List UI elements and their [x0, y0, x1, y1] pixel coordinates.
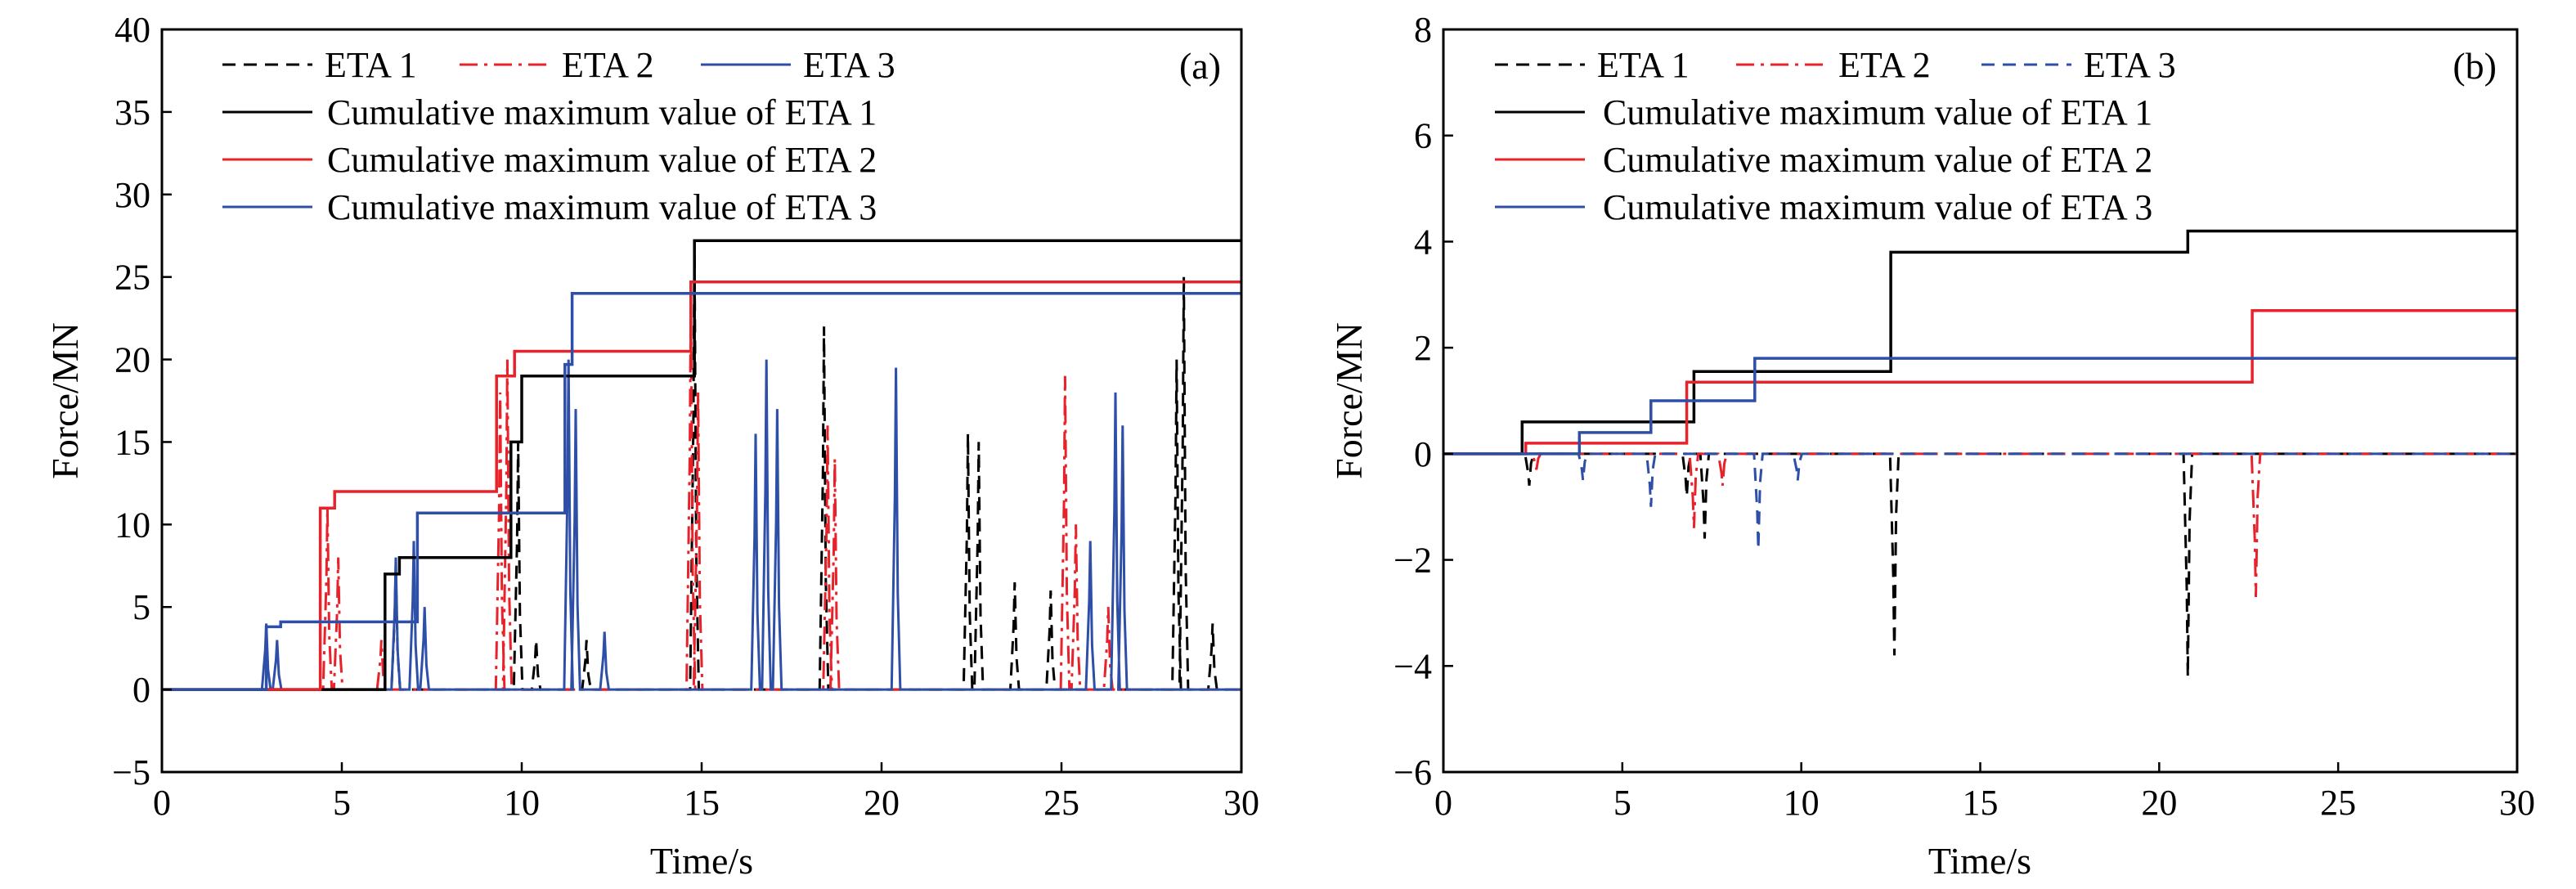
legend-label-eta-1: ETA 1: [1597, 45, 1690, 85]
series-cumulative-maximum-value-of-eta-2: [1443, 308, 2517, 456]
legend-label-cumulative-maximum-value-of-eta-3: Cumulative maximum value of ETA 3: [1603, 187, 2152, 227]
y-tick-label: 40: [114, 10, 150, 50]
axis-ticks: 0 5 10 15 20 25 30 −6 −4 −2 0 2 4 6 8: [1393, 10, 2535, 823]
series-eta-3: [1443, 452, 2517, 550]
x-tick-label: 10: [504, 783, 540, 823]
series-cumulative-maximum-value-of-eta-3: [1443, 357, 2517, 456]
y-tick-label: −4: [1393, 646, 1432, 686]
y-tick-label: 6: [1414, 116, 1432, 156]
y-axis-title: Force/MN: [44, 322, 86, 479]
legend-label-cumulative-maximum-value-of-eta-3: Cumulative maximum value of ETA 3: [327, 187, 877, 227]
x-tick-label: 0: [153, 783, 171, 823]
x-axis-title: Time/s: [650, 840, 753, 882]
legend: ETA 1 ETA 2 ETA 3 Cumulative maximum value …: [222, 45, 895, 227]
legend-label-eta-1: ETA 1: [325, 45, 417, 85]
legend-label-eta-3: ETA 3: [2084, 45, 2176, 85]
series-cumulative-maximum-value-of-eta-2: [162, 280, 1241, 691]
y-tick-label: 0: [1414, 434, 1432, 474]
legend-label-cumulative-maximum-value-of-eta-1: Cumulative maximum value of ETA 1: [1603, 92, 2152, 132]
x-tick-label: 15: [684, 783, 720, 823]
y-tick-label: 25: [114, 258, 150, 298]
x-tick-label: 30: [1223, 783, 1259, 823]
series-eta-1: [1443, 452, 2517, 677]
y-tick-label: 8: [1414, 10, 1432, 50]
plot-series-group: [1443, 229, 2517, 677]
y-tick-label: 15: [114, 422, 150, 462]
x-tick-label: 15: [1963, 783, 1999, 823]
plot-series-group: [162, 239, 1241, 691]
legend-label-cumulative-maximum-value-of-eta-2: Cumulative maximum value of ETA 2: [1603, 140, 2152, 180]
series-cumulative-maximum-value-of-eta-1: [162, 239, 1241, 691]
y-tick-label: −2: [1393, 541, 1432, 581]
legend-label-eta-2: ETA 2: [562, 45, 654, 85]
y-tick-label: −5: [112, 752, 150, 792]
x-tick-label: 25: [1043, 783, 1079, 823]
y-tick-label: −6: [1393, 752, 1432, 792]
panel-label: (a): [1179, 45, 1221, 87]
x-axis-title: Time/s: [1928, 840, 2031, 882]
y-tick-label: 5: [132, 587, 150, 627]
panel-label: (b): [2453, 45, 2497, 87]
x-tick-label: 0: [1434, 783, 1452, 823]
x-tick-label: 25: [2320, 783, 2356, 823]
x-tick-label: 5: [1613, 783, 1631, 823]
y-tick-label: 10: [114, 505, 150, 545]
x-tick-label: 10: [1784, 783, 1820, 823]
legend-label-eta-2: ETA 2: [1838, 45, 1931, 85]
y-tick-label: 20: [114, 340, 150, 380]
legend-label-cumulative-maximum-value-of-eta-2: Cumulative maximum value of ETA 2: [327, 140, 877, 180]
legend-label-cumulative-maximum-value-of-eta-1: Cumulative maximum value of ETA 1: [327, 92, 877, 132]
x-tick-label: 20: [2141, 783, 2177, 823]
y-tick-label: 0: [132, 670, 150, 710]
legend: ETA 1 ETA 2 ETA 3 Cumulative maximum value …: [1495, 45, 2176, 227]
y-tick-label: 30: [114, 175, 150, 215]
series-cumulative-maximum-value-of-eta-3: [162, 292, 1241, 691]
y-tick-label: 2: [1414, 328, 1432, 368]
y-axis-title: Force/MN: [1328, 322, 1370, 479]
y-tick-label: 35: [114, 92, 150, 132]
legend-label-eta-3: ETA 3: [803, 45, 895, 85]
series-cumulative-maximum-value-of-eta-1: [1443, 229, 2517, 456]
x-tick-label: 30: [2499, 783, 2535, 823]
x-tick-label: 5: [333, 783, 351, 823]
y-tick-label: 4: [1414, 222, 1432, 262]
x-tick-label: 20: [864, 783, 900, 823]
